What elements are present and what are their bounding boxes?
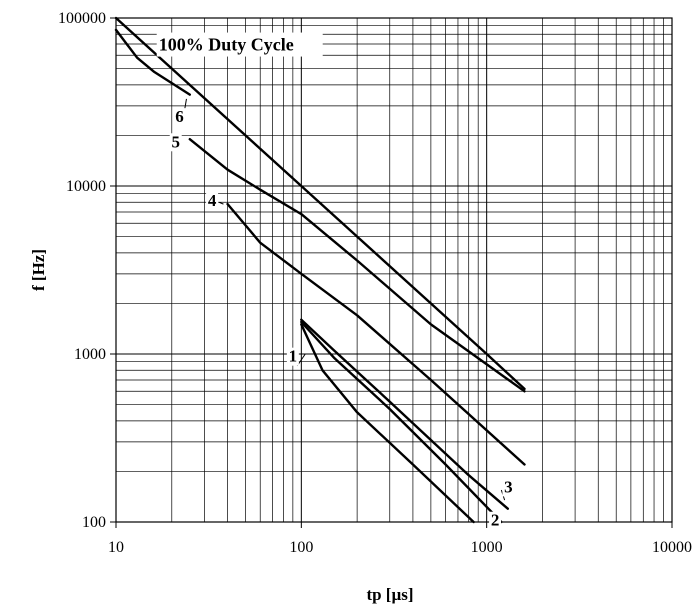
curve-label-4: 4 [208,191,217,210]
series-line-6 [114,28,192,96]
y-tick-label: 1000 [74,346,106,363]
curve-label-2: 2 [491,511,500,530]
y-tick-label: 10000 [66,178,106,195]
x-tick-label: 100 [289,539,313,556]
series-line-100-duty-cycle [114,16,526,391]
series-line-2 [300,320,503,524]
series-line-3 [300,318,509,510]
curve-label-1: 1 [289,347,298,366]
series-line-5 [188,137,526,393]
x-tick-label: 10000 [652,539,692,556]
y-axis-label: f [Hz] [29,249,48,291]
curve-label-3: 3 [504,477,513,496]
curve-label-leader [218,201,224,205]
x-tick-label: 1000 [471,539,503,556]
x-tick-label: 10 [108,539,124,556]
y-tick-label: 100000 [58,10,106,27]
series-lines [114,16,526,524]
x-axis-label: tp [µs] [366,585,413,604]
curve-label-background [169,133,182,152]
grid [116,18,672,522]
series-line-4 [226,202,526,466]
curve-label-background [286,347,299,366]
curve-label-background [206,192,219,211]
curve-label-background [489,511,502,530]
curve-label-5: 5 [171,132,180,151]
curve-label-background [502,478,515,497]
duty-cycle-annotation: 100% Duty Cycle [159,35,294,55]
plot-frame [115,17,673,523]
series-line-1 [300,323,475,524]
annotation-background [156,32,323,57]
curve-label-background [173,108,186,127]
curve-label-6: 6 [175,107,184,126]
y-tick-label: 100 [82,514,106,531]
